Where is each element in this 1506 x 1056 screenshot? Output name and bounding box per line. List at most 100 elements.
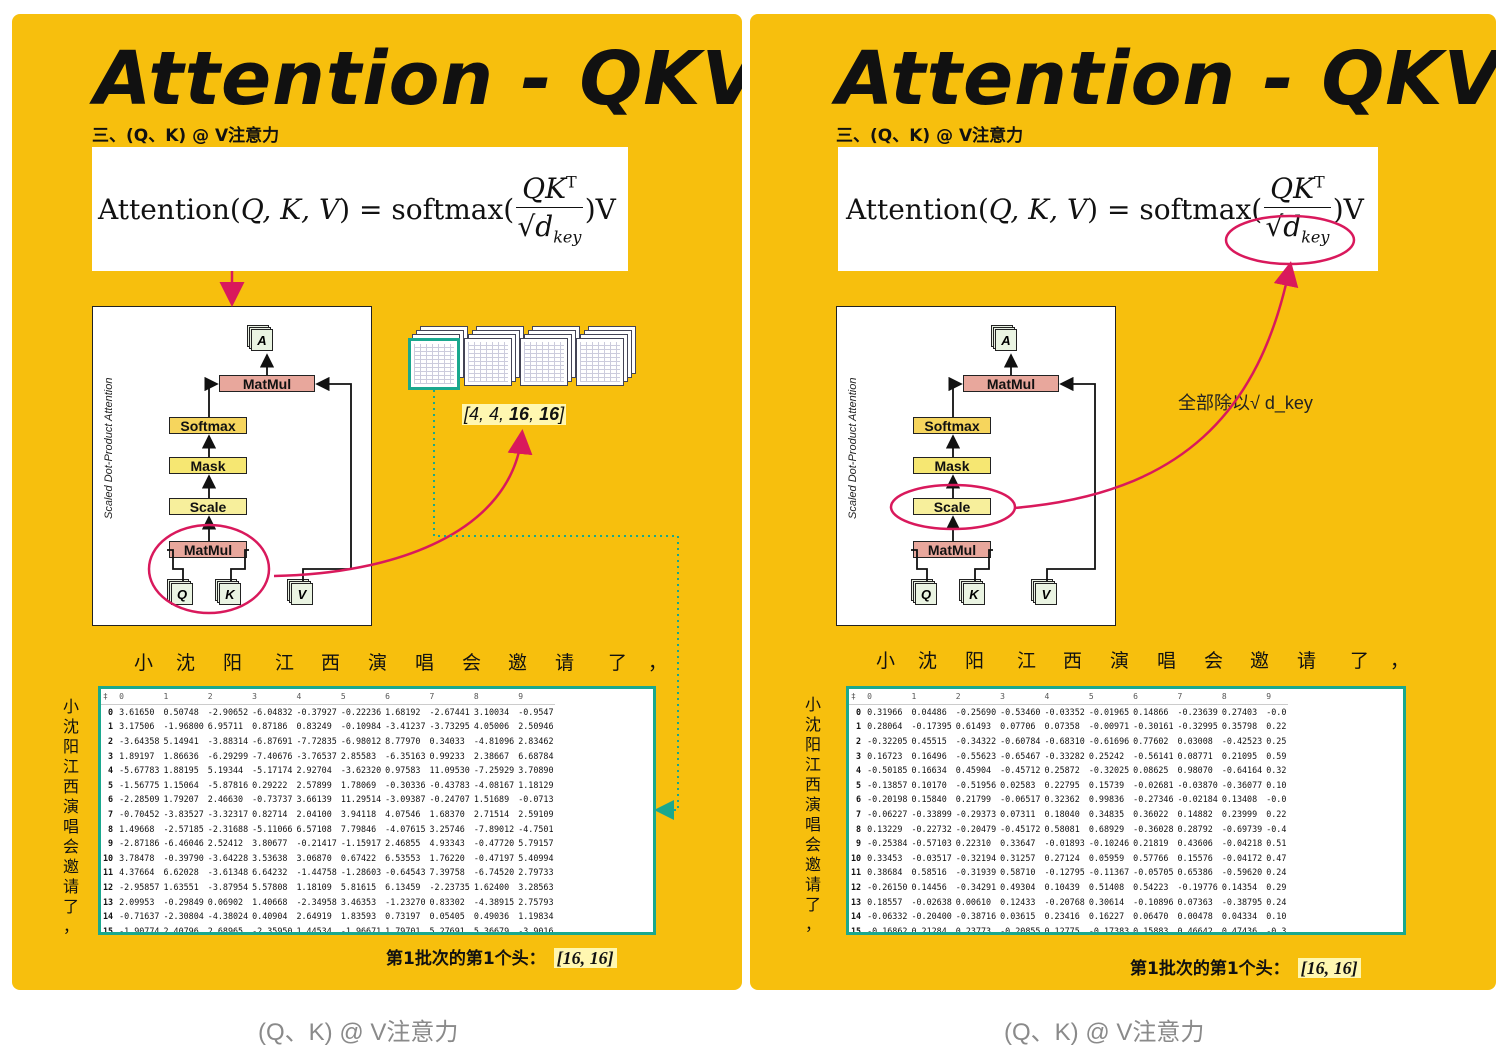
table-row: 8 0.13229 -0.22732 -0.20479 -0.45172 0.58081 0… (849, 821, 1288, 836)
matrix-cell: 0.67422 (340, 852, 377, 863)
matrix-cell: -0.06517 (1000, 794, 1041, 805)
column-header: 3 (250, 689, 295, 705)
matrix-cell: 0.12433 (1000, 896, 1036, 907)
table-row: 4 -5.67783 1.88195 5.19344 -5.17174 2.92704 -3… (101, 763, 555, 778)
matrix-cell: -5.11066 (252, 823, 293, 834)
token: 演 (368, 653, 388, 674)
formula-den: d (535, 209, 554, 243)
matrix-cell: 0.07311 (1000, 809, 1036, 820)
matrix-cell: 0.24 (1266, 896, 1287, 907)
table-row: 10 0.33453 -0.03517 -0.32194 0.31257 0.27124 0… (849, 851, 1288, 866)
matrix-cell: -3.9016 (518, 925, 554, 935)
matrix-cell: -0.17395 (911, 721, 952, 732)
matrix-cell: -0.22236 (340, 706, 382, 717)
matrix-cell: 0.07706 (1000, 721, 1036, 732)
matrix-cell: -0.34291 (955, 882, 997, 893)
matrix-cell: 0.15840 (911, 794, 947, 805)
matrix-cell: -0.01965 (1088, 706, 1130, 717)
matrix-cell: -3.73295 (429, 721, 470, 732)
table-row: 15 -1.90774 2.40796 2.68965 -2.35950 1.44534-… (101, 924, 555, 935)
matrix-cell: 5.27691 (429, 925, 465, 935)
table-row: 12 -0.26150 0.14456 -0.34291 0.49304 0.10439 0… (849, 880, 1288, 895)
table-row: 4 -0.50185 0.16634 0.45904 -0.45712 0.25872 -0… (849, 763, 1288, 778)
score-matrix[interactable]: ‡ 0 1 2 3 4 5 6 7 8 9 0 3.61650 0.50748 -2.90652 -6.048… (98, 686, 656, 935)
matrix-cell: 0.58710 (1000, 867, 1036, 878)
table-row: 1 0.28064 -0.17395 0.61493 0.07706 0.07358 -0.… (849, 719, 1288, 734)
token: 西 (321, 653, 341, 674)
matrix-cell: -3.41237 (385, 721, 426, 732)
matrix-cell: 0.51408 (1088, 882, 1125, 893)
formula-num-sup: T (1314, 172, 1325, 192)
table-row: 2 -0.32205 0.45515 -0.34322 -0.60784 -0.68310… (849, 734, 1288, 749)
matrix-cell: -0.36077 (1221, 779, 1263, 790)
table-row: 0 3.61650 0.50748 -2.90652 -6.04832 -0.37927-… (101, 704, 555, 719)
softmax-block: Softmax (913, 417, 991, 434)
matrix-cell: -0.33282 (1044, 750, 1085, 761)
token: 阳 (223, 653, 243, 674)
token: ， (1390, 651, 1410, 672)
matrix-cell: 0.28792 (1177, 823, 1213, 834)
token: 阳 (965, 651, 985, 672)
matrix-cell: 11.29514 (340, 794, 382, 805)
matrix-cell: -0.05705 (1133, 867, 1174, 878)
matrix-cell: 6.62028 (163, 867, 199, 878)
matrix-cell: 0.25 (1266, 736, 1287, 747)
softmax-block: Softmax (169, 417, 247, 434)
matrix-cell: 0.04334 (1221, 911, 1258, 922)
output-a-stack: A (247, 325, 273, 351)
q-stack: Q (911, 579, 937, 605)
matrix-cell: 0.22 (1266, 721, 1287, 732)
matrix-cell: -6.35163 (385, 750, 426, 761)
matrix-cell: 0.50748 (163, 706, 199, 717)
matrix-cell: 0.13408 (1221, 794, 1258, 805)
matrix-cell: -0.57103 (911, 838, 952, 849)
matrix-cell: -4.38024 (207, 911, 249, 922)
matrix-cell: 0.45904 (955, 765, 992, 776)
matrix-cell: 1.79207 (163, 794, 199, 805)
matrix-cell: 0.36022 (1133, 809, 1169, 820)
matrix-cell: -0.0 (1266, 794, 1287, 805)
attention-formula: Attention(Q, K, V) = softmax( QKT √dkey … (838, 147, 1378, 271)
matrix-cell: 1.15064 (163, 779, 199, 790)
matrix-cell: 5.19344 (207, 765, 244, 776)
token: 唱 (415, 653, 435, 674)
matrix-cell: -0.04218 (1221, 838, 1263, 849)
token: 江 (275, 653, 295, 674)
matrix-cell: -0.17383 (1088, 925, 1130, 935)
matrix-cell: 3.46353 (340, 896, 377, 907)
matrix-cell: -0.45712 (1000, 765, 1041, 776)
matrix-cell: -0.53460 (1000, 706, 1041, 717)
q-label: Q (171, 583, 193, 605)
matrix-cell: -0.43783 (429, 779, 470, 790)
column-header: 8 (1219, 689, 1265, 705)
matrix-cell: 0.77602 (1133, 736, 1169, 747)
matrix-cell: -0.31939 (955, 867, 997, 878)
matrix-cell: 0.65386 (1177, 867, 1213, 878)
matrix-cell: 0.22795 (1044, 779, 1080, 790)
matrix-cell: 0.38684 (867, 867, 903, 878)
matrix-cell: -0.61696 (1088, 736, 1130, 747)
column-header: 5 (338, 689, 384, 705)
matrix-cell: -0.29373 (955, 809, 997, 820)
matrix-cell: -0.65467 (1000, 750, 1041, 761)
matrix-cell: 2.57899 (296, 779, 332, 790)
matrix-cell: 8.77970 (385, 736, 421, 747)
matrix-cell: -6.87691 (252, 736, 293, 747)
matrix-cell: 3.70890 (518, 765, 554, 776)
matrix-cell: 3.17506 (119, 721, 155, 732)
matrix-cell: -0.20198 (867, 794, 908, 805)
matrix-cell: 0.87186 (252, 721, 288, 732)
matrix-cell: -0.20855 (1000, 925, 1041, 935)
matrix-cell: -2.23735 (429, 882, 470, 893)
matrix-cell: 0.24 (1266, 867, 1287, 878)
panel-subtitle: 三、(Q、K) @ V注意力 (92, 126, 280, 146)
matrix-cell: 1.62400 (473, 882, 510, 893)
table-row: 5 -0.13857 0.10170 -0.51956 0.02583 0.22795 0.… (849, 778, 1288, 793)
output-a-label: A (251, 329, 273, 351)
scaled-score-matrix[interactable]: ‡ 0 1 2 3 4 5 6 7 8 9 0 0.31966 0.04486 -0.25690 -0.534… (846, 686, 1406, 935)
matrix-cell: 1.78069 (340, 779, 377, 790)
v-stack: V (1031, 579, 1057, 605)
matrix-cell: 0.57766 (1133, 852, 1169, 863)
matrix-cell: 1.79701 (385, 925, 421, 935)
matrix-cell: 0.13229 (867, 823, 903, 834)
